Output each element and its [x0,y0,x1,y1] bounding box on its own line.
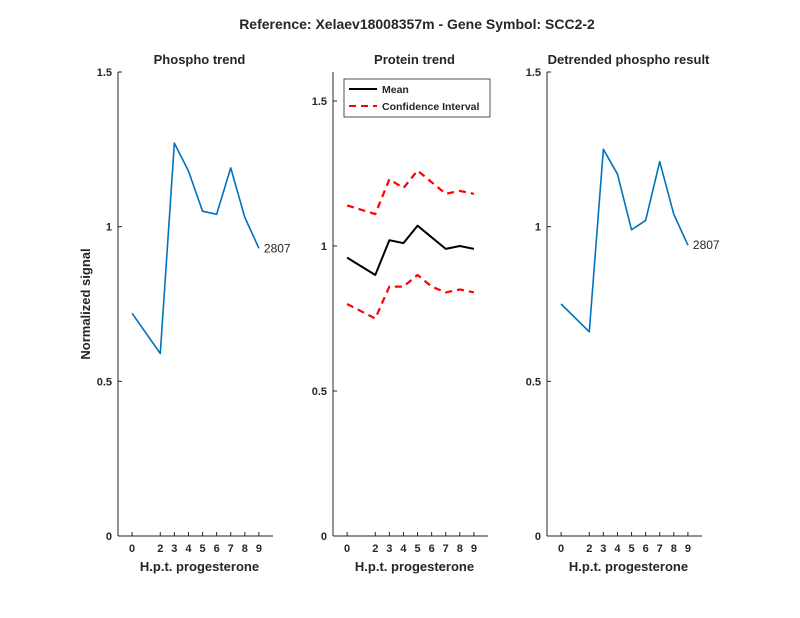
x-tick-label: 3 [171,543,177,555]
x-tick-label: 3 [600,543,606,555]
series-line-1 [560,148,689,333]
x-tick-label: 6 [643,543,649,555]
legend-entry: Confidence Interval [382,101,480,113]
x-tick-label: 8 [671,543,677,555]
x-axis-label: H.p.t. progesterone [569,559,688,574]
y-tick-label: 1 [321,241,327,253]
y-tick-label: 0 [321,531,327,543]
x-tick-label: 5 [414,543,420,555]
figure-title: Reference: Xelaev18008357m - Gene Symbol… [239,16,595,32]
data-label: 2807 [264,241,291,255]
y-tick-label: 0.5 [97,376,112,388]
x-tick-label: 4 [614,543,621,555]
chart-panel-3: 0 0.5 1 1.5 0 2 3 4 5 6 7 8 9 Detrended phospho resul… [526,52,720,574]
panel-title: Detrended phospho result [548,52,710,67]
x-tick-label: 7 [443,543,449,555]
x-tick-label: 7 [228,543,234,555]
x-tick-label: 6 [429,543,435,555]
x-tick-label: 2 [157,543,163,555]
chart-panel-2: 0 0.5 1 1.5 0 2 3 4 5 6 7 8 9 Protein trend H.p.t. pro… [312,52,491,574]
x-tick-label: 0 [344,543,350,555]
x-axis-label: H.p.t. progesterone [355,559,474,574]
panel-title: Protein trend [374,52,455,67]
y-tick-label: 1.5 [526,67,541,79]
panel-title: Phospho trend [154,52,246,67]
x-tick-label: 9 [471,543,477,555]
y-tick-label: 0 [535,531,541,543]
x-tick-label: 4 [185,543,192,555]
x-tick-label: 9 [685,543,691,555]
y-tick-label: 1.5 [97,67,112,79]
series-line-1 [131,142,260,355]
series-line-1 [346,224,475,276]
x-tick-label: 4 [400,543,407,555]
x-tick-label: 3 [386,543,392,555]
x-tick-label: 9 [256,543,262,555]
series-line-3 [346,273,475,320]
y-tick-label: 1 [535,222,541,234]
legend-entry: Mean [382,84,409,96]
chart-panel-1: 0 0.5 1 1.5 0 2 3 4 5 6 7 8 9 Phospho trend H.p.t. pro… [78,52,291,574]
x-axis-label: H.p.t. progesterone [140,559,259,574]
x-tick-label: 7 [657,543,663,555]
y-axis-label: Normalized signal [78,248,93,359]
y-tick-label: 0.5 [526,376,541,388]
x-tick-label: 5 [628,543,634,555]
x-tick-label: 8 [242,543,248,555]
legend-box [343,78,491,118]
y-tick-label: 1.5 [312,96,327,108]
x-tick-label: 0 [558,543,564,555]
y-tick-label: 0.5 [312,386,327,398]
series-line-2 [346,169,475,216]
x-tick-label: 2 [372,543,378,555]
x-tick-label: 5 [199,543,205,555]
x-tick-label: 8 [457,543,463,555]
y-tick-label: 1 [106,222,112,234]
x-tick-label: 6 [214,543,220,555]
data-label: 2807 [693,238,720,252]
x-tick-label: 0 [129,543,135,555]
y-tick-label: 0 [106,531,112,543]
x-tick-label: 2 [586,543,592,555]
